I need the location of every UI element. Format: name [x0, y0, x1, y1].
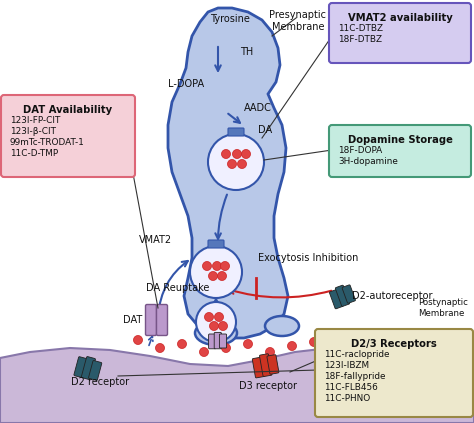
- Circle shape: [202, 261, 211, 270]
- Circle shape: [218, 272, 227, 280]
- FancyBboxPatch shape: [252, 357, 264, 378]
- Text: DA: DA: [258, 125, 272, 135]
- Text: 11C-D-TMP: 11C-D-TMP: [10, 149, 58, 158]
- Ellipse shape: [265, 316, 299, 336]
- Text: DA Reuptake: DA Reuptake: [146, 283, 210, 293]
- Text: D2/3 Receptors: D2/3 Receptors: [351, 339, 437, 349]
- Text: 11C-PHNO: 11C-PHNO: [324, 394, 370, 403]
- Circle shape: [241, 149, 250, 159]
- Circle shape: [210, 321, 219, 330]
- Text: 11C-FLB456: 11C-FLB456: [324, 383, 378, 392]
- FancyBboxPatch shape: [315, 329, 473, 417]
- Text: 11C-DTBZ: 11C-DTBZ: [338, 24, 383, 33]
- Circle shape: [196, 302, 236, 342]
- Text: Exocytosis Inhibition: Exocytosis Inhibition: [258, 253, 358, 263]
- Text: 18F-DOPA: 18F-DOPA: [338, 146, 382, 155]
- Ellipse shape: [195, 321, 237, 345]
- FancyBboxPatch shape: [82, 357, 95, 379]
- Circle shape: [233, 149, 241, 159]
- FancyBboxPatch shape: [74, 357, 87, 378]
- Text: Dopamine Storage: Dopamine Storage: [347, 135, 453, 145]
- Text: 99mTc-TRODAT-1: 99mTc-TRODAT-1: [10, 138, 85, 147]
- Text: DAT: DAT: [123, 315, 142, 325]
- Text: D3 receptor: D3 receptor: [239, 381, 297, 391]
- FancyBboxPatch shape: [208, 240, 224, 248]
- Circle shape: [155, 343, 164, 352]
- Text: TH: TH: [240, 47, 253, 57]
- Text: Presynaptic
Membrane: Presynaptic Membrane: [270, 10, 327, 33]
- Circle shape: [288, 341, 297, 351]
- FancyBboxPatch shape: [260, 354, 272, 376]
- Circle shape: [200, 348, 209, 357]
- FancyBboxPatch shape: [267, 355, 279, 374]
- FancyBboxPatch shape: [209, 334, 216, 349]
- Text: 18F-DTBZ: 18F-DTBZ: [338, 35, 382, 44]
- FancyBboxPatch shape: [335, 285, 350, 306]
- Circle shape: [244, 340, 253, 349]
- FancyBboxPatch shape: [329, 3, 471, 63]
- Text: Postynaptic
Membrane: Postynaptic Membrane: [418, 298, 468, 318]
- Text: L-DOPA: L-DOPA: [168, 79, 204, 89]
- Text: Tyrosine: Tyrosine: [210, 14, 250, 24]
- Circle shape: [212, 261, 221, 270]
- Text: AADC: AADC: [244, 103, 272, 113]
- Circle shape: [204, 313, 213, 321]
- Polygon shape: [0, 348, 474, 423]
- FancyBboxPatch shape: [342, 285, 356, 303]
- Circle shape: [228, 159, 237, 168]
- Text: 123I-IBZM: 123I-IBZM: [324, 361, 369, 370]
- Circle shape: [221, 343, 230, 352]
- FancyBboxPatch shape: [89, 360, 102, 380]
- Text: 11C-raclopride: 11C-raclopride: [324, 350, 390, 359]
- FancyBboxPatch shape: [329, 289, 343, 309]
- Circle shape: [209, 272, 218, 280]
- FancyBboxPatch shape: [329, 125, 471, 177]
- Circle shape: [219, 321, 228, 330]
- Text: 123I-β-CIT: 123I-β-CIT: [10, 127, 56, 136]
- FancyBboxPatch shape: [228, 128, 244, 136]
- Text: 18F-fallypride: 18F-fallypride: [324, 372, 385, 381]
- FancyBboxPatch shape: [214, 332, 221, 349]
- FancyBboxPatch shape: [219, 334, 227, 348]
- Text: 123I-FP-CIT: 123I-FP-CIT: [10, 116, 60, 125]
- Text: VMAT2 availability: VMAT2 availability: [347, 13, 452, 23]
- Text: DAT Availability: DAT Availability: [23, 105, 112, 115]
- FancyBboxPatch shape: [146, 305, 156, 335]
- Circle shape: [208, 134, 264, 190]
- Text: D2-autoreceptor: D2-autoreceptor: [352, 291, 432, 301]
- Circle shape: [310, 338, 319, 346]
- Circle shape: [329, 332, 338, 341]
- Circle shape: [134, 335, 143, 344]
- Circle shape: [190, 246, 242, 298]
- Circle shape: [220, 261, 229, 270]
- FancyBboxPatch shape: [1, 95, 135, 177]
- Circle shape: [215, 313, 224, 321]
- FancyBboxPatch shape: [156, 305, 167, 335]
- Text: VMAT2: VMAT2: [139, 235, 172, 245]
- Text: 3H-dopamine: 3H-dopamine: [338, 157, 398, 166]
- Circle shape: [177, 340, 186, 349]
- Text: D2 receptor: D2 receptor: [71, 377, 129, 387]
- Polygon shape: [168, 8, 288, 338]
- Circle shape: [265, 348, 274, 357]
- Circle shape: [221, 149, 230, 159]
- Circle shape: [237, 159, 246, 168]
